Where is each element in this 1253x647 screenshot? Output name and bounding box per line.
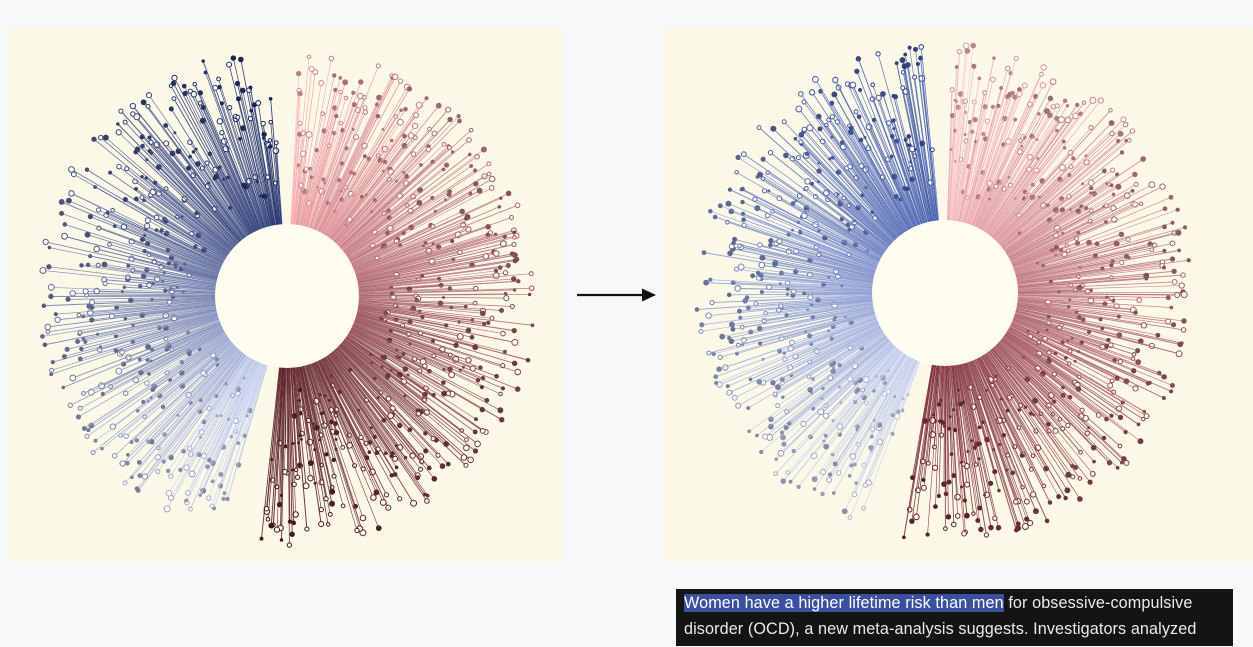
- radial-chart-panel-after: [662, 28, 1253, 562]
- radial-burst-chart-after: [662, 28, 1253, 562]
- caption-selected-text[interactable]: Women have a higher lifetime risk than m…: [684, 594, 1004, 612]
- transition-arrow-icon: [576, 284, 656, 306]
- radial-burst-chart-before: [8, 28, 563, 562]
- news-caption: Women have a higher lifetime risk than m…: [676, 589, 1233, 646]
- caption-rest-text: for obsessive-compulsive disorder (OCD),…: [684, 594, 1197, 638]
- radial-chart-panel-before: [8, 28, 563, 562]
